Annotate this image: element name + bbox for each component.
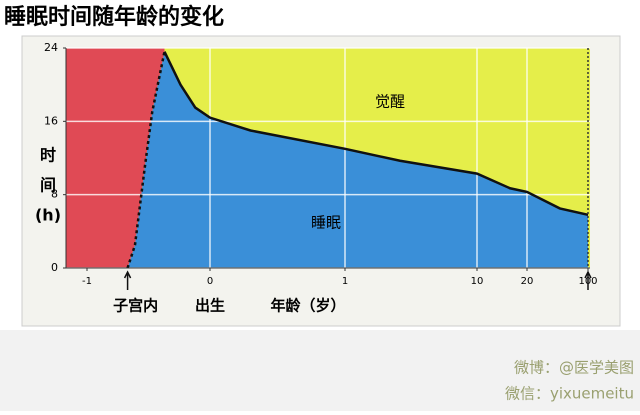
x-tick-label: 10	[471, 276, 484, 287]
x-tick-label: 1	[342, 276, 348, 287]
x-tick-label: 20	[521, 276, 534, 287]
y-axis-label: 时	[40, 146, 56, 165]
x-tick-label: -1	[82, 276, 92, 287]
y-tick-label: 24	[44, 41, 58, 54]
awake-label: 觉醒	[375, 93, 405, 111]
arrow	[584, 270, 592, 290]
annotation: 出生	[195, 297, 225, 315]
womb-area	[66, 48, 165, 268]
arrow	[123, 270, 132, 290]
x-tick-label: 0	[207, 276, 213, 287]
footer-band	[0, 330, 640, 411]
watermark: 微信：yixuemeitu	[505, 385, 634, 403]
legend-label: 睡眠	[311, 214, 341, 232]
sleep-line	[163, 51, 589, 217]
y-axis-label: 间	[40, 176, 56, 195]
y-tick-label: 16	[44, 114, 58, 127]
y-tick-label: 0	[51, 261, 58, 274]
sleep-line	[126, 51, 166, 269]
sleep-area	[127, 51, 588, 268]
y-tick-label: 8	[51, 188, 58, 201]
x-axis-label: 年龄（岁）	[270, 297, 345, 315]
annotation: 子宫内	[113, 297, 158, 315]
y-axis-label: (h)	[35, 206, 61, 225]
watermark: 微博：@医学美图	[514, 359, 634, 377]
chart-title: 睡眠时间随年龄的变化	[4, 4, 224, 30]
